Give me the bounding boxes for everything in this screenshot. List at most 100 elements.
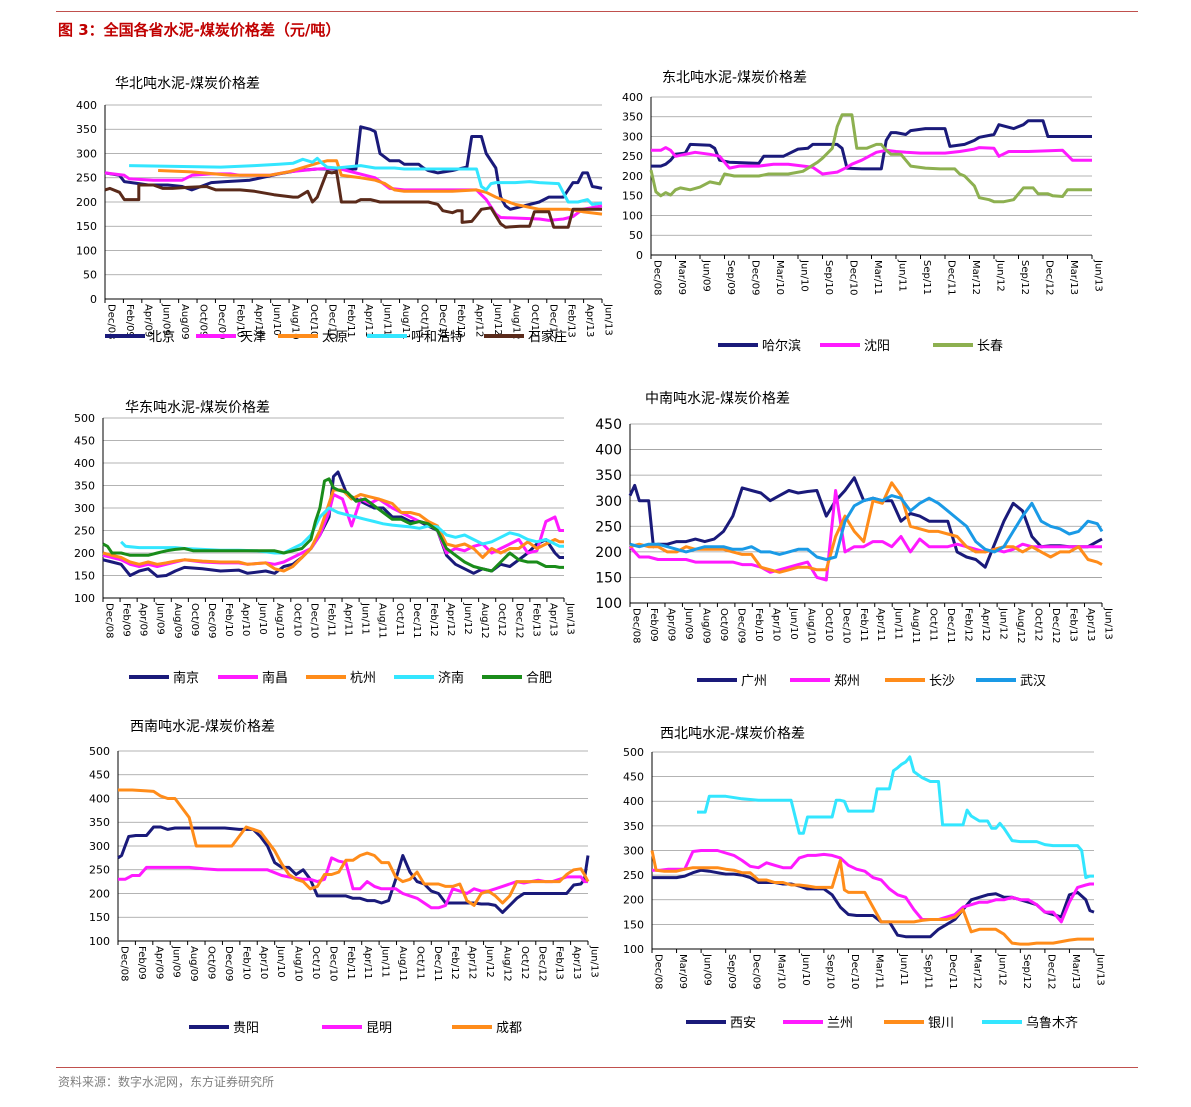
- x-tick-label: Jun/13: [565, 602, 576, 635]
- x-tick-label: Feb/09: [121, 603, 132, 637]
- x-tick-label: Sep/10: [824, 954, 835, 989]
- y-tick-label: 400: [623, 795, 644, 808]
- series-line-银川: [650, 850, 1094, 946]
- y-tick-label: 100: [622, 209, 643, 222]
- y-tick-label: 400: [595, 443, 622, 459]
- x-tick-label: Dec/11: [432, 946, 443, 981]
- x-tick-label: Apr/10: [770, 608, 781, 641]
- x-tick-label: Jun/11: [380, 945, 391, 978]
- x-tick-label: Feb/11: [345, 946, 356, 980]
- series-line-长春: [649, 113, 1092, 204]
- x-tick-label: Jun/12: [998, 607, 1009, 640]
- legend-label: 长沙: [929, 674, 955, 689]
- y-tick-label: 200: [76, 196, 97, 209]
- y-tick-label: 350: [76, 123, 97, 136]
- x-tick-label: Mar/11: [874, 954, 885, 989]
- x-tick-label: Feb/13: [554, 946, 565, 980]
- x-tick-label: Jun/10: [799, 259, 810, 292]
- x-tick-label: Dec/09: [206, 603, 217, 638]
- x-tick-label: Feb/09: [648, 608, 659, 642]
- x-tick-label: Sep/10: [823, 260, 834, 295]
- x-tick-label: Oct/12: [519, 946, 530, 979]
- x-tick-label: Sep/12: [1021, 954, 1032, 989]
- x-tick-label: Oct/10: [823, 608, 834, 641]
- x-tick-label: Jun/09: [155, 602, 166, 635]
- x-tick-label: Aug/11: [400, 304, 411, 340]
- x-tick-label: Mar/12: [970, 260, 981, 295]
- legend-label: 武汉: [1020, 674, 1046, 689]
- series-line-合肥: [102, 477, 564, 573]
- x-tick-label: Mar/11: [872, 260, 883, 295]
- y-tick-label: 350: [623, 820, 644, 833]
- y-tick-label: 250: [89, 864, 110, 877]
- x-tick-label: Oct/09: [718, 608, 729, 641]
- y-tick-label: 450: [595, 417, 622, 433]
- x-tick-label: Oct/10: [291, 603, 302, 636]
- chart-title: 华北吨水泥-煤炭价格差: [115, 76, 260, 92]
- x-tick-label: Dec/10: [308, 603, 319, 638]
- x-tick-label: Apr/11: [362, 946, 373, 979]
- x-tick-label: Feb/12: [428, 603, 439, 637]
- x-tick-label: Dec/08: [631, 608, 642, 643]
- series-line-石家庄: [104, 170, 602, 229]
- x-tick-label: Feb/13: [530, 603, 541, 637]
- x-tick-label: Feb/11: [325, 603, 336, 637]
- x-tick-label: Dec/11: [945, 608, 956, 643]
- legend-label: 乌鲁木齐: [1026, 1015, 1078, 1031]
- x-tick-label: Dec/12: [1045, 954, 1056, 989]
- x-tick-label: Feb/13: [566, 304, 577, 338]
- x-tick-label: Oct/09: [189, 603, 200, 636]
- legend-label: 成都: [496, 1021, 522, 1036]
- x-tick-label: Dec/12: [536, 946, 547, 981]
- x-tick-label: Oct/12: [529, 304, 540, 337]
- series-line-兰州: [652, 849, 1094, 924]
- y-tick-label: 250: [595, 519, 622, 535]
- y-tick-label: 350: [595, 468, 622, 484]
- x-tick-label: Mar/09: [676, 260, 687, 295]
- y-tick-label: 450: [623, 771, 644, 784]
- x-tick-label: Oct/11: [394, 603, 405, 636]
- x-tick-label: Aug/12: [510, 304, 521, 340]
- x-tick-label: Apr/09: [142, 304, 153, 337]
- x-tick-label: Feb/12: [963, 608, 974, 642]
- legend-label: 南京: [173, 670, 199, 686]
- x-tick-label: Jun/13: [1095, 953, 1106, 986]
- y-tick-label: 100: [74, 592, 95, 605]
- x-tick-label: Jun/11: [382, 303, 393, 336]
- x-tick-label: Apr/09: [153, 946, 164, 979]
- y-tick-label: 50: [629, 229, 643, 242]
- x-tick-label: Jun/09: [683, 607, 694, 640]
- x-tick-label: Aug/11: [377, 603, 388, 639]
- x-tick-label: Oct/10: [310, 946, 321, 979]
- x-tick-label: Feb/10: [240, 946, 251, 980]
- x-tick-label: Dec/12: [1050, 608, 1061, 643]
- x-tick-label: Jun/13: [1093, 259, 1104, 292]
- legend-label: 南昌: [262, 670, 288, 686]
- legend-label: 北京: [149, 330, 175, 345]
- figure-title: 图 3：全国各省水泥-煤炭价格差（元/吨）: [58, 21, 341, 39]
- x-tick-label: Mar/12: [972, 954, 983, 989]
- series-line-哈尔滨: [651, 119, 1092, 171]
- x-tick-label: Apr/12: [445, 603, 456, 636]
- series-line-武汉: [629, 494, 1104, 561]
- x-tick-label: Jun/09: [171, 945, 182, 978]
- legend-label: 昆明: [366, 1021, 392, 1036]
- x-tick-label: Feb/11: [858, 608, 869, 642]
- y-tick-label: 450: [74, 434, 95, 447]
- y-tick-label: 350: [89, 816, 110, 829]
- series-line-太原: [158, 159, 603, 216]
- x-tick-label: Jun/12: [995, 259, 1006, 292]
- x-tick-label: Jun/11: [898, 953, 909, 986]
- y-tick-label: 100: [76, 244, 97, 257]
- x-tick-label: Jun/10: [275, 945, 286, 978]
- legend-label: 石家庄: [528, 329, 567, 345]
- x-tick-label: Dec/09: [735, 608, 746, 643]
- y-tick-label: 200: [89, 887, 110, 900]
- legend-label: 太原: [322, 330, 348, 345]
- x-tick-label: Dec/08: [119, 946, 130, 981]
- chart-title: 中南吨水泥-煤炭价格差: [645, 391, 790, 407]
- y-tick-label: 150: [76, 220, 97, 233]
- x-tick-label: Feb/11: [345, 304, 356, 338]
- legend-label: 杭州: [350, 671, 376, 686]
- series-line-贵阳: [117, 825, 590, 914]
